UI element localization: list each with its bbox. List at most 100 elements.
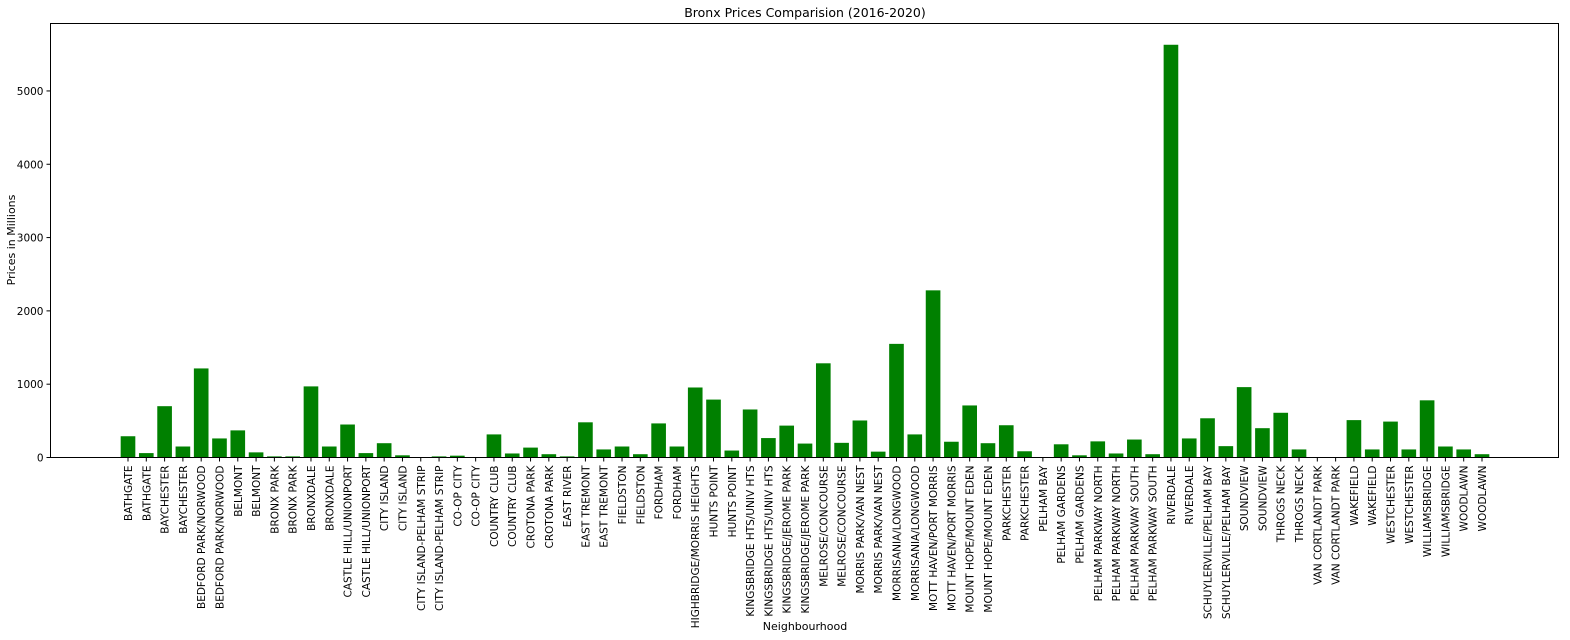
bar: [1236, 387, 1252, 458]
bar: [395, 455, 410, 458]
x-tick-label: FIELDSTON: [635, 466, 647, 525]
x-tick-label: PELHAM PARKWAY NORTH: [1111, 466, 1123, 602]
x-tick-label: MORRIS PARK/VAN NEST: [855, 465, 867, 594]
bar: [925, 290, 941, 458]
bar: [889, 343, 904, 458]
x-tick-label: MOTT HAVEN/PORT MORRIS: [928, 465, 940, 611]
x-tick-label: WILLIAMSBRIDGE: [1422, 466, 1434, 558]
bar: [138, 453, 154, 458]
bar: [1456, 449, 1472, 458]
bar: [175, 446, 191, 458]
bars-group: [120, 44, 1490, 458]
x-tick-label: COUNTRY CLUB: [507, 466, 519, 547]
bar: [541, 454, 557, 458]
x-tick-label: HUNTS POINT: [727, 465, 739, 537]
x-tick-label: KINGSBRIDGE HTS/UNIV HTS: [763, 465, 775, 616]
y-tick-label: 0: [37, 453, 44, 465]
x-tick-label: VAN CORTLANDT PARK: [1331, 464, 1343, 585]
x-axis: BATHGATE BATHGATE BAYCHESTER BAYCHESTER BEDF…: [123, 457, 1489, 628]
x-tick-label: WESTCHESTER: [1404, 466, 1416, 544]
x-tick-label: PELHAM GARDENS: [1074, 465, 1086, 563]
bar: [523, 447, 538, 458]
x-tick-label: VAN CORTLANDT PARK: [1312, 464, 1324, 585]
x-tick-label: BAYCHESTER: [178, 466, 190, 534]
y-tick-label: 2000: [17, 306, 44, 318]
bar: [596, 449, 612, 458]
x-tick-label: HIGHBRIDGE/MORRIS HEIGHTS: [690, 465, 702, 628]
bar: [980, 443, 996, 458]
bar: [486, 434, 502, 458]
bar: [852, 420, 868, 458]
bar: [193, 368, 209, 458]
x-tick-label: WOODLAWN: [1459, 466, 1471, 532]
bar: [944, 441, 959, 458]
x-tick-label: WAKEFIELD: [1367, 466, 1379, 526]
bar: [1090, 441, 1106, 458]
bar: [1108, 453, 1124, 458]
x-tick-label: CITY ISLAND: [397, 466, 409, 532]
bar: [1255, 428, 1270, 458]
bar: [1346, 420, 1362, 458]
plot-frame: [50, 23, 1559, 458]
x-tick-label: MOUNT HOPE/MOUNT EDEN: [983, 466, 995, 613]
x-tick-label: WILLIAMSBRIDGE: [1440, 466, 1452, 558]
bar: [633, 454, 648, 458]
bar: [1072, 455, 1087, 458]
x-tick-label: MORRISANIA/LONGWOOD: [910, 466, 922, 601]
x-tick-label: BRONX PARK: [269, 464, 281, 533]
bar: [1291, 449, 1307, 458]
bar: [267, 456, 282, 458]
bar: [450, 455, 465, 458]
x-tick-label: BRONXDALE: [306, 466, 318, 531]
bar: [248, 452, 264, 458]
x-tick-label: BAYCHESTER: [160, 466, 172, 534]
bar: [212, 438, 227, 458]
x-tick-label: EAST RIVER: [562, 466, 574, 528]
bar: [706, 399, 721, 458]
bar: [834, 442, 849, 458]
x-tick-label: CROTONA PARK: [526, 464, 538, 548]
x-tick-label: BEDFORD PARK/NORWOOD: [196, 466, 208, 610]
x-tick-label: SOUNDVIEW: [1239, 465, 1251, 531]
x-tick-label: WOODLAWN: [1477, 466, 1489, 532]
x-tick-label: FORDHAM: [654, 466, 666, 520]
bar: [1364, 449, 1380, 458]
x-tick-label: BELMONT: [233, 465, 245, 517]
x-tick-label: PELHAM BAY: [1038, 465, 1050, 532]
y-axis-label: Prices in Millions: [5, 194, 18, 285]
bar: [779, 425, 795, 458]
x-tick-label: MOTT HAVEN/PORT MORRIS: [946, 465, 958, 611]
x-tick-label: KINGSBRIDGE/JEROME PARK: [800, 464, 812, 613]
bar: [1017, 451, 1032, 458]
bar: [651, 423, 666, 458]
bar: [1438, 446, 1453, 458]
x-tick-label: THROGS NECK: [1276, 464, 1288, 543]
x-tick-label: PARKCHESTER: [1001, 466, 1013, 541]
x-tick-label: KINGSBRIDGE/JEROME PARK: [782, 464, 794, 613]
bar: [303, 386, 319, 458]
x-tick-label: THROGS NECK: [1294, 464, 1306, 543]
x-tick-label: WAKEFIELD: [1349, 466, 1361, 526]
bar: [1218, 446, 1234, 458]
bar: [157, 406, 172, 458]
x-tick-label: RIVERDALE: [1166, 466, 1178, 525]
bar: [285, 456, 300, 458]
x-tick-label: MORRISANIA/LONGWOOD: [891, 466, 903, 601]
x-tick-label: CO-OP CITY: [471, 465, 483, 527]
x-tick-label: FIELDSTON: [617, 466, 629, 525]
x-tick-label: EAST TREMONT: [580, 465, 592, 548]
x-tick-label: CASTLE HILL/UNIONPORT: [343, 465, 355, 598]
bar: [1145, 454, 1160, 458]
x-tick-label: EAST TREMONT: [599, 465, 611, 548]
bar: [504, 453, 520, 458]
x-tick-label: BRONX PARK: [288, 464, 300, 533]
y-axis: 0 1000 2000 3000 4000 5000: [17, 86, 51, 465]
bar: [1181, 438, 1197, 458]
x-tick-label: SCHUYLERVILLE/PELHAM BAY: [1203, 465, 1215, 619]
x-tick-label: CITY ISLAND-PELHAM STRIP: [416, 466, 428, 611]
x-tick-label: CITY ISLAND-PELHAM STRIP: [434, 466, 446, 611]
bar: [669, 446, 685, 458]
bar: [340, 424, 355, 458]
bar: [761, 438, 776, 458]
